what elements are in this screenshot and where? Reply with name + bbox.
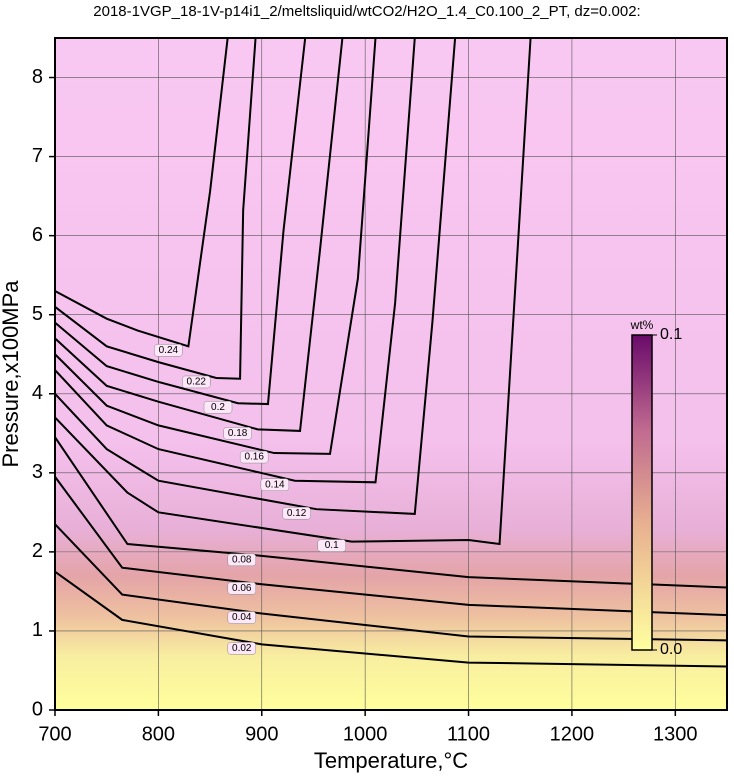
contour-label-box (223, 427, 252, 440)
contour-label: 0.06 (232, 583, 252, 594)
contour-label: 0.16 (244, 452, 264, 463)
x-tick-label: 800 (142, 723, 175, 745)
colorbar-tick-label: 0.0 (660, 641, 682, 658)
contour-label: 0.22 (187, 377, 207, 388)
chart-title: 2018-1VGP_18-1V-p14i1_2/meltsliquid/wtCO… (93, 3, 640, 20)
contour-label-box (227, 611, 257, 624)
x-tick-label: 700 (38, 723, 71, 745)
contour-label-box (227, 582, 257, 595)
colorbar-tick-label: 0.1 (660, 326, 682, 343)
y-tick-label: 3 (32, 461, 43, 483)
contour-line (54, 570, 728, 668)
colorbar (631, 334, 653, 651)
contour-label-box (182, 375, 211, 389)
contour-label: 0.18 (228, 428, 248, 439)
contour-label-box (203, 401, 233, 414)
contour-line (54, 37, 307, 406)
contour-line (54, 476, 728, 617)
contour-line (54, 37, 344, 432)
contour-label-box (227, 642, 257, 655)
y-tick-label: 2 (32, 540, 43, 562)
y-axis-label: Pressure,x100MPa (0, 280, 23, 468)
contour-line (54, 37, 377, 455)
y-tick-label: 8 (32, 66, 43, 88)
x-tick-label: 900 (245, 723, 278, 745)
y-tick-label: 4 (32, 382, 43, 404)
y-tick-label: 5 (32, 303, 43, 325)
contour-label: 0.1 (325, 540, 339, 551)
contour-label-box (154, 344, 183, 357)
contour-line (54, 37, 532, 546)
y-tick-label: 6 (32, 224, 43, 246)
plot-frame (54, 37, 728, 711)
contour-line (54, 37, 457, 515)
contour-label: 0.12 (287, 508, 307, 519)
contour-label-box (282, 506, 311, 520)
y-tick-label: 0 (32, 698, 43, 720)
contour-label: 0.04 (232, 612, 252, 623)
contour-label-box (227, 553, 257, 567)
contour-label: 0.08 (232, 554, 252, 565)
y-tick-label: 1 (32, 619, 43, 641)
contour-label-box (239, 450, 269, 464)
contour-label: 0.02 (232, 643, 252, 654)
x-tick-label: 1100 (447, 723, 490, 745)
contour-line (54, 37, 257, 380)
contour-line (54, 37, 229, 348)
contour-line (54, 37, 416, 484)
contour-label-box (260, 478, 290, 491)
contour-line (54, 436, 728, 589)
contour-label-box (317, 539, 346, 552)
x-tick-label: 1200 (550, 723, 595, 745)
colorbar-title: wt% (630, 318, 654, 332)
contour-line (54, 523, 728, 642)
contour-label: 0.24 (159, 345, 179, 356)
x-axis-label: Temperature,°C (314, 748, 468, 773)
x-tick-label: 1000 (343, 723, 388, 745)
x-tick-label: 1300 (653, 723, 698, 745)
y-tick-label: 7 (32, 145, 43, 167)
contour-label: 0.2 (211, 402, 225, 413)
contour-label: 0.14 (265, 479, 285, 490)
plot-background (55, 38, 727, 710)
